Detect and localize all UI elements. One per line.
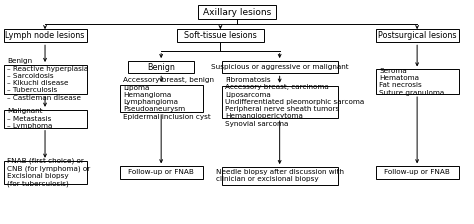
FancyBboxPatch shape [375,166,459,179]
Text: Postsurgical lesions: Postsurgical lesions [378,31,456,40]
Text: Needle biopsy after discussion with
clinician or excisional biopsy: Needle biopsy after discussion with clin… [216,169,344,183]
FancyBboxPatch shape [4,65,86,94]
Text: FNAB (first choice) or
CNB (for lymphoma) or
Excisional biopsy
(for tuberculosis: FNAB (first choice) or CNB (for lymphoma… [8,158,91,187]
FancyBboxPatch shape [176,29,264,42]
Text: Suspicious or aggressive or malignant: Suspicious or aggressive or malignant [211,64,348,70]
FancyBboxPatch shape [375,69,459,94]
FancyBboxPatch shape [198,5,276,19]
Text: Follow-up or FNAB: Follow-up or FNAB [384,170,450,175]
FancyBboxPatch shape [128,61,194,73]
Text: Fibromatosis
Accessory breast, carcinoma
Liposarcoma
Undifferentiated pleomorphi: Fibromatosis Accessory breast, carcinoma… [226,77,365,127]
FancyBboxPatch shape [120,166,203,179]
FancyBboxPatch shape [4,29,86,42]
Text: Seroma
Hematoma
Fat necrosis
Suture granuloma: Seroma Hematoma Fat necrosis Suture gran… [379,68,445,96]
FancyBboxPatch shape [221,61,337,73]
Text: Benign
– Reactive hyperplasia
– Sarcoidosis
– Kikuchi disease
– Tuberculosis
– C: Benign – Reactive hyperplasia – Sarcoido… [8,58,89,101]
FancyBboxPatch shape [375,29,459,42]
Text: Follow-up or FNAB: Follow-up or FNAB [128,170,194,175]
Text: Soft-tissue lesions: Soft-tissue lesions [184,31,257,40]
FancyBboxPatch shape [120,85,203,112]
Text: Axillary lesions: Axillary lesions [203,8,271,17]
FancyBboxPatch shape [221,167,337,185]
FancyBboxPatch shape [4,161,86,184]
FancyBboxPatch shape [4,110,86,128]
Text: Lymph node lesions: Lymph node lesions [5,31,85,40]
FancyBboxPatch shape [221,86,337,118]
Text: Accessory breast, benign
Lipoma
Hemangioma
Lymphangioma
Pseudoaneurysm
Epidermal: Accessory breast, benign Lipoma Hemangio… [124,78,214,120]
Text: Malignant
– Metastasis
– Lymphoma: Malignant – Metastasis – Lymphoma [8,108,53,129]
Text: Benign: Benign [147,63,175,72]
